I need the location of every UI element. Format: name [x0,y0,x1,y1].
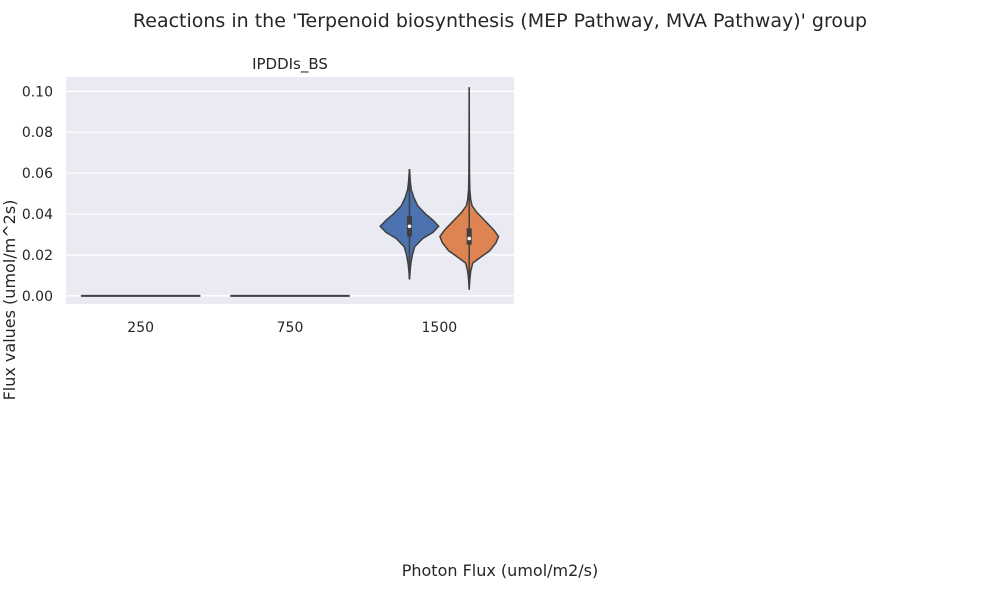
x-tick-label: 1500 [422,320,458,336]
violin-box [466,228,472,245]
violins [80,87,500,297]
y-tick-labels: 0.00 0.02 0.04 0.06 0.08 0.10 [22,84,53,305]
x-tick-label: 750 [277,320,304,336]
violin-median [407,224,412,229]
x-axis-label: Photon Flux (umol/m2/s) [402,561,599,580]
chart-title: Reactions in the 'Terpenoid biosynthesis… [133,10,867,32]
y-tick-label: 0.02 [22,248,53,264]
subplot-title: IPDDIs_BS [252,55,328,74]
x-tick-labels: 250 750 1500 [127,320,457,336]
grid [66,90,514,297]
x-tick-label: 250 [127,320,154,336]
y-axis-label: Flux values (umol/m^2s) [0,200,19,401]
y-tick-label: 0.06 [22,166,53,182]
y-tick-label: 0.04 [22,207,53,223]
y-tick-label: 0.00 [22,289,53,305]
y-tick-label: 0.10 [22,84,53,100]
y-tick-label: 0.08 [22,125,53,141]
plot-background [66,77,514,304]
violin-median [467,236,472,241]
